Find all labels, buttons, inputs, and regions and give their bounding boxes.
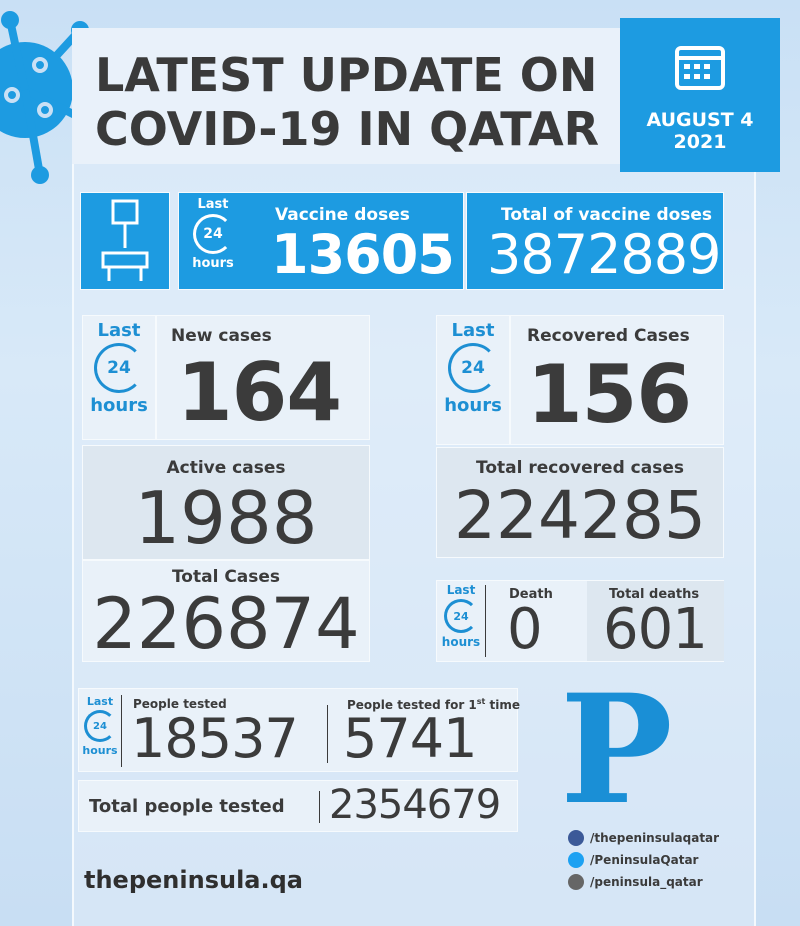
badge-top: Last	[446, 583, 476, 597]
badge: Last 24 hours	[443, 320, 503, 416]
value: 0	[507, 597, 543, 662]
vaccine-icon-box	[80, 192, 170, 290]
value: 18537	[131, 707, 299, 770]
calendar-icon	[675, 46, 725, 90]
virus-icon	[0, 11, 90, 184]
total-tested-box: Total people tested 2354679	[78, 780, 518, 832]
badge-top: Last	[451, 320, 495, 341]
date-box: AUGUST 4 2021	[620, 18, 780, 172]
total-cases-box: Total Cases 226874	[82, 560, 370, 662]
active-box: Active cases 1988	[82, 445, 370, 560]
label-part: time	[485, 698, 521, 712]
deaths-box: Last 24 hours Death 0 Total deaths 601	[436, 580, 724, 662]
label: Total recovered cases	[476, 458, 684, 478]
badge: Last 24 hours	[189, 197, 237, 271]
handle: /thepeninsulaqatar	[590, 831, 720, 845]
label: Total people tested	[89, 796, 285, 817]
facebook: /thepeninsulaqatar	[568, 830, 719, 846]
badge-bottom: hours	[444, 395, 502, 416]
badge: Last 24 hours	[89, 320, 149, 416]
badge-top: Last	[197, 197, 229, 212]
value: 3872889	[487, 223, 721, 286]
badge-number: 24	[203, 226, 223, 242]
badge-number: 24	[107, 358, 131, 378]
value: 2354679	[329, 782, 501, 828]
new-cases-box: New cases 164	[156, 315, 370, 440]
recovered-box: Recovered Cases 156	[510, 315, 724, 445]
badge: Last 24 hours	[441, 583, 481, 649]
badge-bottom: hours	[441, 635, 481, 649]
value: 1988	[134, 476, 318, 560]
date-day: AUGUST 4	[646, 109, 754, 131]
badge-top: Last	[97, 320, 141, 341]
label: Vaccine doses	[275, 205, 410, 225]
label: Death	[509, 587, 553, 602]
title-line: LATEST UPDATE ON	[95, 48, 598, 102]
value: 601	[603, 597, 708, 662]
value: 164	[177, 346, 342, 439]
label: Active cases	[166, 458, 286, 478]
value: 226874	[92, 583, 360, 665]
value: 224285	[454, 477, 706, 554]
label: People tested	[133, 697, 227, 711]
logo: P	[560, 662, 673, 838]
label: People tested for 1st time	[347, 697, 520, 712]
badge-bottom: hours	[90, 395, 148, 416]
badge-bottom: hours	[192, 256, 234, 271]
vaccine-daily-box: Last 24 hours Vaccine doses 13605	[178, 192, 464, 290]
handle: /PeninsulaQatar	[590, 853, 699, 867]
instagram: /peninsula_qatar	[568, 874, 703, 890]
twitter: /PeninsulaQatar	[568, 852, 698, 868]
badge-bottom: hours	[82, 744, 118, 757]
label-sup: st	[476, 697, 486, 706]
tests-box: Last 24 hours People tested 18537 People t…	[78, 688, 520, 772]
badge-top: Last	[86, 695, 114, 708]
label: Recovered Cases	[527, 326, 690, 346]
handle: /peninsula_qatar	[590, 875, 703, 889]
title-line: COVID-19 IN QATAR	[95, 102, 600, 156]
title: LATEST UPDATE ON COVID-19 IN QATAR	[95, 48, 599, 156]
badge-box: Last 24 hours	[436, 315, 510, 445]
badge-number: 24	[461, 358, 485, 378]
value: 156	[527, 348, 692, 441]
total-recovered-box: Total recovered cases 224285	[436, 447, 724, 558]
date-year: 2021	[673, 131, 727, 153]
label: New cases	[171, 326, 272, 346]
value: 5741	[343, 707, 477, 770]
value: 13605	[271, 223, 455, 286]
badge: Last 24 hours	[81, 695, 119, 757]
label: Total deaths	[609, 587, 700, 602]
badge-box: Last 24 hours	[82, 315, 156, 440]
website: thepeninsula.qa	[84, 866, 303, 894]
label: Total Cases	[171, 567, 281, 587]
vaccine-total-box: Total of vaccine doses 3872889	[466, 192, 724, 290]
badge-number: 24	[93, 720, 107, 732]
label: Total of vaccine doses	[501, 205, 713, 225]
label-part: People tested for 1	[347, 698, 477, 712]
badge-number: 24	[453, 609, 469, 623]
vaccine-icon	[101, 199, 149, 281]
